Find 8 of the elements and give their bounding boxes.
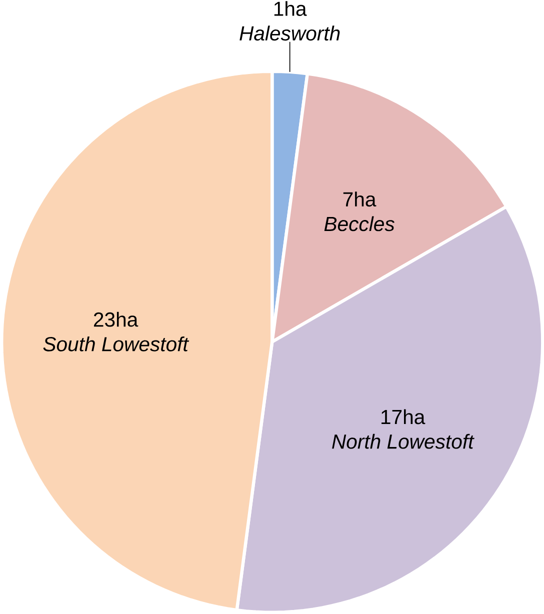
data-label: 1ha <box>274 1 307 16</box>
data-label: 7ha <box>343 192 376 207</box>
slice-label: Halesworth <box>239 26 340 41</box>
slice-label: Beccles <box>324 216 394 232</box>
data-label: 17ha <box>381 409 426 424</box>
data-label: 23ha <box>94 312 138 327</box>
slice-label: South Lowestoft <box>43 336 189 352</box>
slice-label: North Lowestoft <box>332 434 474 449</box>
